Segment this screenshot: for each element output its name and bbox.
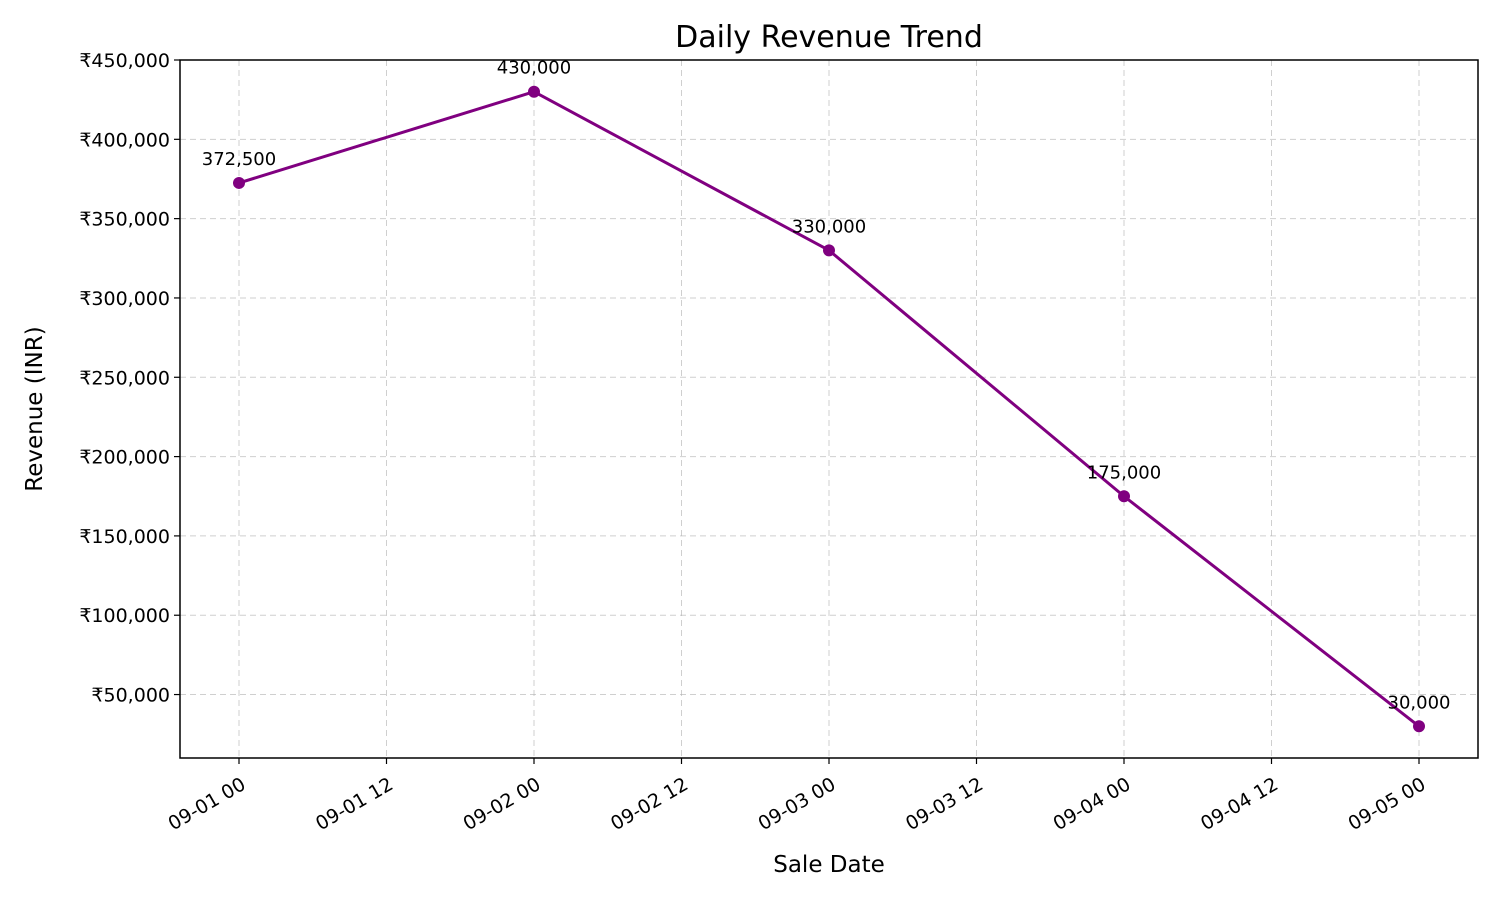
y-tick-label: ₹200,000	[79, 447, 170, 469]
y-tick-label: ₹150,000	[79, 526, 170, 548]
grid-layer	[180, 59, 1478, 758]
y-tick-label: ₹50,000	[91, 685, 170, 707]
x-tick-label: 09-01 00	[165, 773, 250, 835]
data-point	[528, 85, 540, 98]
data-label: 430,000	[497, 58, 571, 79]
y-tick-label: ₹450,000	[79, 50, 170, 72]
chart-title: Daily Revenue Trend	[675, 20, 983, 55]
y-axis: ₹50,000 ₹100,000 ₹150,000 ₹200,000 ₹250,000 ₹…	[79, 50, 180, 707]
x-tick-label: 09-05 00	[1345, 773, 1430, 835]
data-point	[1118, 490, 1130, 503]
x-tick-label: 09-02 00	[460, 773, 545, 835]
y-tick-label: ₹250,000	[79, 367, 170, 389]
series-layer: 372,500 430,000 330,000 175,000 30,000	[202, 58, 1451, 733]
x-tick-label: 09-02 12	[607, 773, 692, 835]
x-tick-label: 09-03 00	[755, 773, 840, 835]
plot-frame	[179, 59, 1479, 759]
data-label: 372,500	[202, 149, 276, 170]
x-tick-label: 09-04 12	[1197, 773, 1282, 835]
x-tick-label: 09-01 12	[312, 773, 397, 835]
y-tick-label: ₹400,000	[79, 129, 170, 151]
y-tick-label: ₹100,000	[79, 605, 170, 627]
x-axis-label: Sale Date	[773, 852, 885, 878]
data-point	[823, 244, 835, 257]
x-tick-label: 09-04 00	[1050, 773, 1135, 835]
y-axis-label: Revenue (INR)	[22, 326, 48, 491]
data-label: 30,000	[1388, 692, 1451, 713]
x-axis: 09-01 00 09-01 12 09-02 00 09-02 12 09-03 00…	[165, 758, 1430, 835]
data-label: 330,000	[792, 216, 866, 237]
data-point	[1413, 720, 1425, 733]
data-point	[233, 176, 245, 189]
y-tick-label: ₹300,000	[79, 288, 170, 310]
y-tick-label: ₹350,000	[79, 209, 170, 231]
x-tick-label: 09-03 12	[902, 773, 987, 835]
data-label: 175,000	[1087, 462, 1161, 483]
